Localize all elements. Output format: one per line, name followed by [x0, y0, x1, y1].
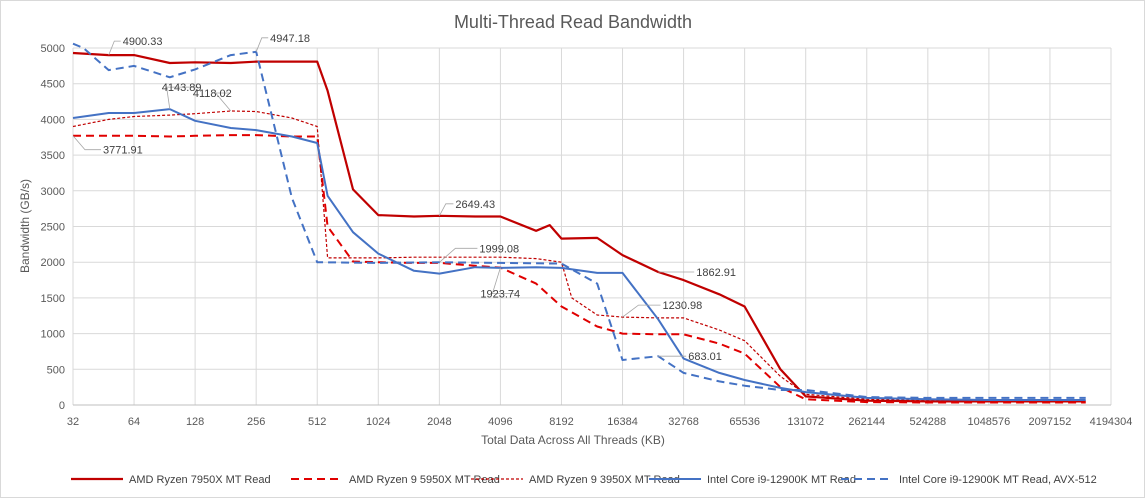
x-tick-label: 64 — [128, 416, 140, 428]
y-tick-label: 0 — [59, 400, 65, 412]
x-tick-label: 2048 — [427, 416, 451, 428]
y-tick-label: 4000 — [41, 114, 65, 126]
x-tick-label: 65536 — [729, 416, 760, 428]
x-tick-label: 4096 — [488, 416, 512, 428]
x-tick-label: 128 — [186, 416, 204, 428]
annotation-leader — [491, 267, 517, 295]
legend-label-2: AMD Ryzen 9 3950X MT Read — [529, 474, 680, 486]
annotation-label: 1230.98 — [663, 300, 703, 312]
annotation-leader — [255, 37, 269, 52]
legend-label-4: Intel Core i9-12900K MT Read, AVX-512 — [899, 474, 1097, 486]
x-axis-label: Total Data Across All Threads (KB) — [481, 433, 665, 447]
annotation-label: 4118.02 — [193, 88, 232, 100]
annotation-label: 1999.08 — [479, 243, 519, 255]
y-tick-label: 500 — [47, 364, 65, 376]
x-tick-label: 512 — [308, 416, 326, 428]
annotation-label: 4947.18 — [270, 33, 310, 45]
y-tick-label: 1000 — [41, 329, 65, 341]
x-tick-label: 262144 — [848, 416, 885, 428]
legend-label-1: AMD Ryzen 9 5950X MT Read — [349, 474, 500, 486]
x-tick-label: 4194304 — [1090, 416, 1133, 428]
y-tick-label: 2000 — [41, 257, 65, 269]
y-tick-label: 2500 — [41, 222, 65, 234]
series-line-2 — [72, 110, 1086, 401]
x-tick-label: 1048576 — [967, 416, 1010, 428]
y-tick-label: 5000 — [41, 43, 65, 55]
series-line-3 — [72, 108, 1086, 401]
series-line-1 — [72, 134, 1086, 404]
chart-title: Multi-Thread Read Bandwidth — [454, 12, 692, 32]
annotation-leader — [166, 86, 198, 110]
legend-label-0: AMD Ryzen 7950X MT Read — [129, 474, 271, 486]
annotation-label: 1923.74 — [480, 289, 520, 301]
annotation-label: 4900.33 — [123, 36, 163, 48]
x-tick-label: 8192 — [549, 416, 573, 428]
y-tick-label: 4500 — [41, 79, 65, 91]
annotation-label: 683.01 — [688, 351, 722, 363]
annotation-leader — [72, 135, 101, 151]
legend-label-3: Intel Core i9-12900K MT Read — [707, 474, 856, 486]
x-tick-label: 32768 — [668, 416, 699, 428]
x-tick-label: 32 — [67, 416, 79, 428]
annotation-leader — [214, 92, 232, 112]
legend: AMD Ryzen 7950X MT Read AMD Ryzen 9 5950X… — [71, 474, 1097, 486]
annotation-label: 3771.91 — [103, 145, 143, 157]
annotation-label: 4143.89 — [162, 82, 202, 94]
series-line-4 — [72, 42, 1086, 399]
annotation-leader — [108, 40, 121, 56]
y-tick-label: 3000 — [41, 186, 65, 198]
annotation-label: 1862.91 — [696, 267, 736, 279]
x-tick-label: 2097152 — [1029, 416, 1072, 428]
annotation-leader — [439, 247, 478, 263]
y-tick-label: 3500 — [41, 150, 65, 162]
axes: 0 500 1000 1500 2000 2500 3000 3500 4000 4500 5000… — [41, 43, 1133, 428]
annotation-leader — [439, 203, 454, 216]
x-tick-label: 16384 — [607, 416, 638, 428]
x-tick-label: 1024 — [366, 416, 390, 428]
x-tick-label: 131072 — [787, 416, 824, 428]
annotation-leader — [622, 304, 661, 318]
gridlines — [72, 47, 1112, 406]
x-tick-label: 256 — [247, 416, 265, 428]
y-axis-label: Bandwidth (GB/s) — [18, 179, 32, 273]
series-line-0 — [72, 51, 1086, 403]
x-tick-label: 524288 — [909, 416, 946, 428]
y-tick-label: 1500 — [41, 293, 65, 305]
annotation-label: 2649.43 — [455, 199, 495, 211]
